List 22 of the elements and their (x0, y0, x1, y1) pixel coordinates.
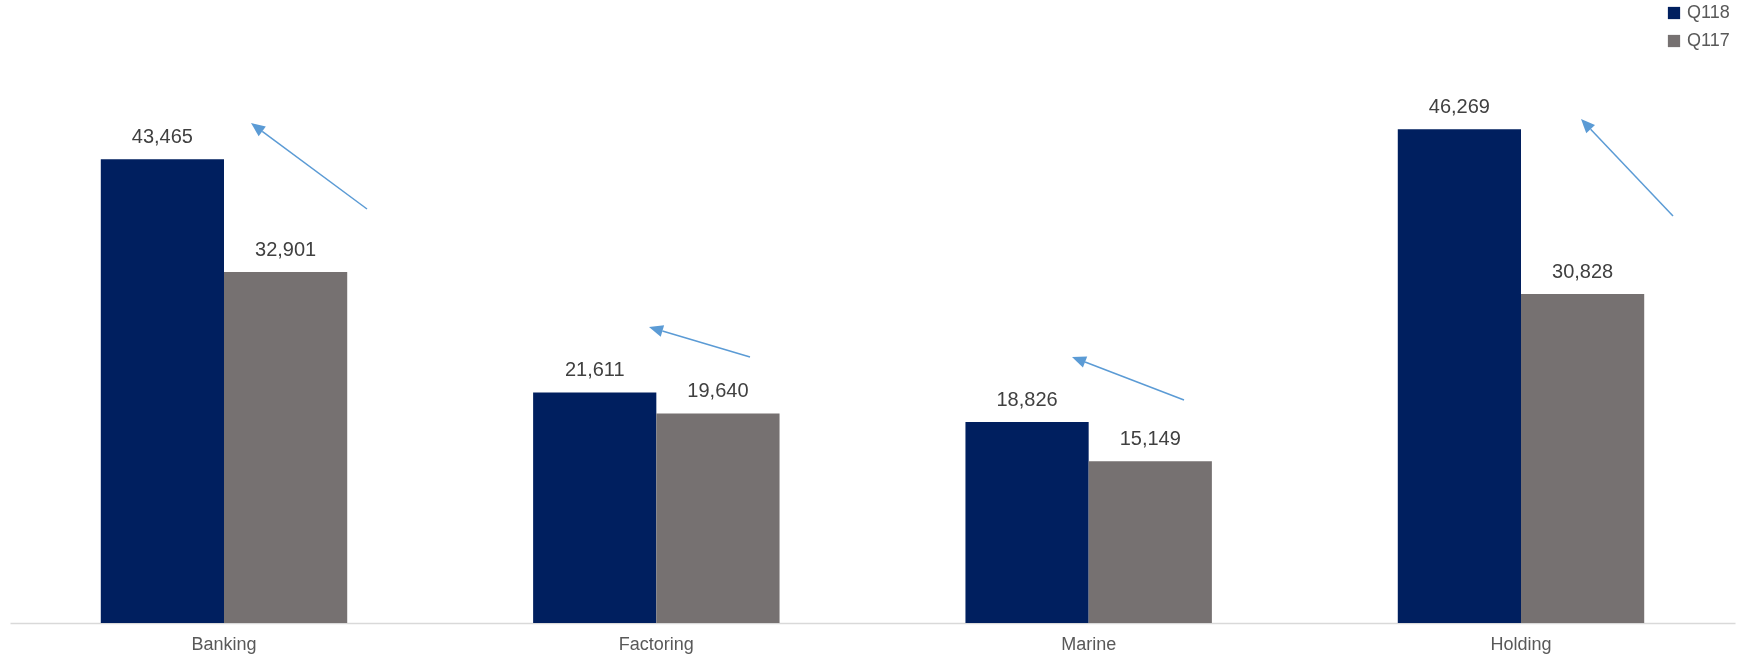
bar (224, 271, 348, 623)
legend-label: Q117 (1687, 30, 1730, 50)
data-label: 46,269 (1428, 95, 1490, 118)
data-label: 19,640 (687, 379, 749, 402)
data-label: 32,901 (255, 237, 317, 260)
data-label: 15,149 (1119, 427, 1181, 450)
x-tick-label: Holding (1490, 633, 1552, 654)
data-label: 43,465 (131, 125, 193, 148)
legend-label: Q118 (1687, 2, 1730, 22)
x-tick-label: Factoring (618, 633, 694, 654)
bar (965, 422, 1089, 623)
x-tick-label: Banking (191, 633, 257, 654)
bar (1397, 129, 1521, 623)
data-label: 18,826 (996, 388, 1058, 411)
bar (656, 413, 780, 623)
data-label: 30,828 (1552, 260, 1614, 283)
bar (533, 392, 657, 623)
bar (100, 159, 224, 623)
bar (1088, 461, 1212, 623)
data-label: 21,611 (564, 358, 625, 381)
x-tick-label: Marine (1061, 633, 1117, 654)
bar (1521, 294, 1645, 623)
